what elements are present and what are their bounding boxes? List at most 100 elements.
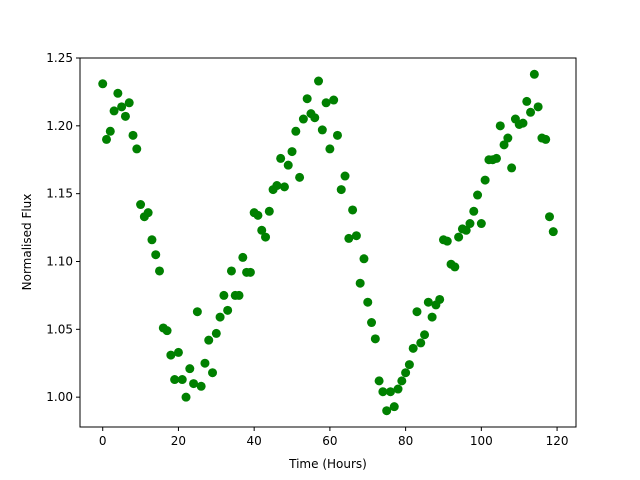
data-point [173, 347, 183, 357]
data-point [420, 330, 430, 340]
data-point [219, 290, 229, 300]
data-point [522, 96, 532, 106]
x-tick-label: 60 [322, 434, 337, 448]
data-point [450, 262, 460, 272]
data-point [401, 368, 411, 378]
data-point [518, 118, 528, 128]
data-point [454, 232, 464, 242]
x-tick-label: 40 [247, 434, 262, 448]
data-point [310, 113, 320, 123]
data-point [196, 381, 206, 391]
data-point [261, 232, 271, 242]
data-point [499, 140, 509, 150]
data-point [385, 387, 395, 397]
data-point [245, 267, 255, 277]
data-point [416, 338, 426, 348]
data-point [105, 126, 115, 136]
data-point [185, 364, 195, 374]
data-point [363, 297, 373, 307]
data-point [128, 130, 138, 140]
x-axis: 0 20 40 60 80 100 120 [99, 427, 569, 448]
data-point [208, 368, 218, 378]
data-point [378, 387, 388, 397]
data-point [408, 343, 418, 353]
data-point [147, 235, 157, 245]
data-point [314, 76, 324, 86]
data-point [189, 379, 199, 389]
plot-frame [79, 57, 577, 428]
x-axis-label: Time (Hours) [288, 457, 367, 471]
x-tick-label: 80 [398, 434, 413, 448]
data-point [291, 126, 301, 136]
data-point [287, 147, 297, 157]
data-point [344, 233, 354, 243]
data-point [397, 376, 407, 386]
data-point [442, 236, 452, 246]
data-point [476, 219, 486, 229]
data-point [143, 208, 153, 218]
data-point [367, 318, 377, 328]
data-point [503, 133, 513, 143]
data-point [541, 134, 551, 144]
data-point [480, 175, 490, 185]
data-point [332, 130, 342, 140]
data-point [215, 312, 225, 322]
data-point [329, 95, 339, 105]
data-point [177, 375, 187, 385]
data-point [120, 111, 130, 121]
data-point [155, 266, 165, 276]
data-point [495, 121, 505, 131]
data-point [223, 305, 233, 315]
x-tick-label: 20 [171, 434, 186, 448]
data-point [132, 144, 142, 154]
data-point [491, 153, 501, 163]
y-tick-label: 1.20 [46, 119, 73, 133]
x-tick-label: 120 [546, 434, 569, 448]
data-point [427, 312, 437, 322]
data-point [181, 392, 191, 402]
y-tick-label: 1.05 [46, 322, 73, 336]
data-point [226, 266, 236, 276]
data-point [170, 375, 180, 385]
data-point [374, 376, 384, 386]
y-tick-label: 1.00 [46, 390, 73, 404]
data-point [389, 402, 399, 412]
data-point [382, 406, 392, 416]
x-tick-label: 100 [470, 434, 493, 448]
y-tick-label: 1.15 [46, 187, 73, 201]
data-point [351, 231, 361, 241]
data-point [317, 125, 327, 135]
data-point [370, 334, 380, 344]
data-point [283, 160, 293, 170]
data-point [192, 307, 202, 317]
data-point [162, 326, 172, 336]
data-point [336, 185, 346, 195]
data-point [211, 328, 221, 338]
data-point [507, 163, 517, 173]
y-axis-label: Normalised Flux [20, 194, 34, 291]
data-point [461, 225, 471, 235]
data-point [264, 206, 274, 216]
data-point [295, 172, 305, 182]
data-point [348, 205, 358, 215]
data-point [340, 171, 350, 181]
data-point [102, 134, 111, 144]
data-point [204, 335, 214, 345]
data-point [321, 98, 331, 108]
data-point [98, 79, 108, 89]
data-point [533, 102, 543, 112]
data-point [469, 206, 479, 216]
data-point [124, 98, 134, 108]
data-point [473, 190, 483, 200]
data-point [465, 219, 475, 229]
data-point [151, 250, 161, 260]
data-point [393, 384, 403, 394]
data-points [98, 69, 558, 416]
data-point [234, 290, 244, 300]
data-point [529, 69, 539, 79]
x-tick-label: 0 [99, 434, 107, 448]
data-point [423, 297, 433, 307]
data-point [166, 350, 176, 360]
data-point [526, 107, 536, 117]
